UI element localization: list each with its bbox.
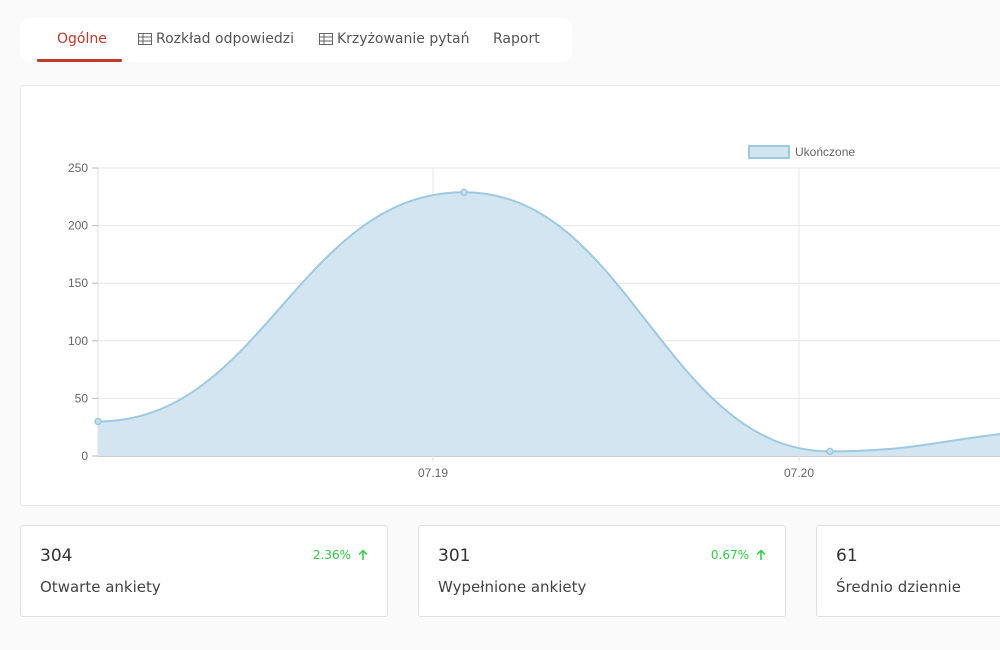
tab-raport[interactable]: Raport (493, 18, 540, 62)
tab-label: Raport (493, 31, 540, 47)
legend-label: Ukończone (795, 145, 855, 159)
stat-change: 0.67% (711, 548, 767, 562)
series-line (97, 191, 1000, 453)
stat-change-value: 2.36% (312, 548, 351, 562)
data-point (460, 188, 468, 196)
y-tick-label: 0 (81, 449, 88, 463)
stat-value: 304 (40, 546, 73, 566)
stat-label: Otwarte ankiety (40, 578, 161, 596)
series-area (98, 192, 1000, 456)
area-chart: 0 50 100 150 200 250 07.19 07.20 Ukończone (68, 145, 1000, 480)
arrow-up-icon (749, 548, 767, 562)
tab-label: Rozkład odpowiedzi (156, 31, 294, 47)
table-icon (319, 31, 337, 47)
stat-label: Wypełnione ankiety (438, 578, 587, 596)
stat-card-completed: 301 0.67% Wypełnione ankiety (418, 525, 786, 617)
data-point (94, 417, 102, 426)
table-icon (138, 31, 156, 47)
tab-krzyzowanie-pytan[interactable]: Krzyżowanie pytań (319, 18, 469, 62)
arrow-up-icon (351, 548, 369, 562)
chart-legend: Ukończone (748, 145, 855, 159)
chart-card: 0 50 100 150 200 250 07.19 07.20 Ukończone (20, 85, 1000, 506)
y-tick-label: 50 (75, 391, 89, 405)
active-tab-indicator (37, 59, 122, 62)
y-tick-label: 250 (68, 161, 88, 175)
stat-card-daily-average: 61 Średnio dziennie (816, 525, 1000, 617)
y-tick-label: 150 (68, 276, 88, 290)
y-tick-label: 100 (68, 334, 88, 348)
tab-label: Krzyżowanie pytań (337, 31, 470, 47)
series-points (94, 188, 834, 456)
tab-ogolne[interactable]: Ogólne (57, 18, 107, 62)
data-point (826, 447, 834, 456)
stat-label: Średnio dziennie (836, 578, 961, 596)
x-tick-label: 07.20 (784, 466, 814, 480)
legend-swatch (748, 145, 790, 159)
y-tick-label: 200 (68, 219, 88, 233)
tab-bar: Ogólne Rozkład odpowiedzi Krzyżowanie py… (20, 18, 572, 62)
stat-value: 61 (836, 546, 858, 566)
stat-value: 301 (438, 546, 471, 566)
stat-change-value: 0.67% (710, 548, 749, 562)
tab-label: Ogólne (57, 31, 107, 47)
stat-change: 2.36% (313, 548, 369, 562)
chart-axes: 0 50 100 150 200 250 07.19 07.20 (68, 161, 814, 480)
tab-rozklad-odpowiedzi[interactable]: Rozkład odpowiedzi (138, 18, 294, 62)
stat-card-open: 304 2.36% Otwarte ankiety (20, 525, 388, 617)
x-tick-label: 07.19 (418, 466, 448, 480)
